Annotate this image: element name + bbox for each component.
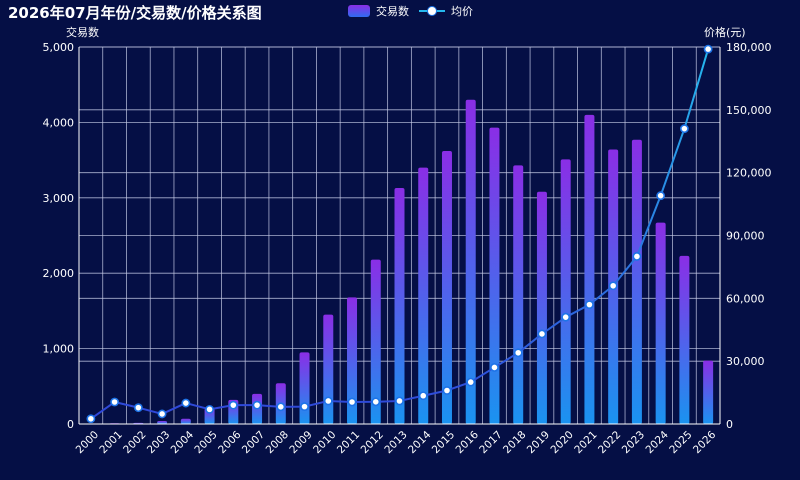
y-tick-left-3: 3,000 <box>43 192 75 205</box>
bar-2011 <box>347 297 358 424</box>
price-point-2019 <box>537 329 547 339</box>
legend-label-bars: 交易数 <box>376 5 409 18</box>
x-tick-2023: 2023 <box>620 429 647 456</box>
price-point-2002 <box>133 403 143 413</box>
price-point-2003 <box>157 409 167 419</box>
price-point-2020 <box>561 312 571 322</box>
y-tick-left-5: 5,000 <box>43 41 75 54</box>
legend-swatch-bars <box>348 5 370 17</box>
y-tick-right-0: 0 <box>726 418 733 431</box>
x-tick-2008: 2008 <box>264 429 291 456</box>
price-point-2024 <box>656 191 666 201</box>
bar-2024 <box>655 222 666 424</box>
price-point-2026 <box>703 44 713 54</box>
x-tick-2001: 2001 <box>97 429 124 456</box>
bar-2017 <box>489 127 500 424</box>
x-tick-2006: 2006 <box>216 429 244 457</box>
legend-swatch-line <box>419 5 445 17</box>
x-tick-2015: 2015 <box>430 429 457 456</box>
legend-item-bars[interactable]: 交易数 <box>348 3 409 19</box>
legend-item-line[interactable]: 均价 <box>419 3 473 19</box>
y-axis-left-label: 交易数 <box>66 26 99 39</box>
bar-2009 <box>299 352 310 424</box>
price-point-2004 <box>181 398 191 408</box>
price-point-2016 <box>466 377 476 387</box>
x-tick-2012: 2012 <box>359 429 386 456</box>
price-point-2008 <box>276 402 286 412</box>
bar-2010 <box>323 314 334 424</box>
bar-2018 <box>513 165 524 425</box>
x-tick-2002: 2002 <box>121 429 148 456</box>
price-point-2022 <box>608 281 618 291</box>
y-tick-left-1: 1,000 <box>43 343 75 356</box>
bar-2013 <box>394 187 405 424</box>
price-point-2001 <box>110 397 120 407</box>
price-point-2021 <box>585 300 594 310</box>
bar-2023 <box>631 139 642 424</box>
price-point-2011 <box>347 397 357 407</box>
x-tick-2014: 2014 <box>406 429 434 457</box>
x-tick-2009: 2009 <box>287 429 314 456</box>
bar-2021 <box>584 114 595 425</box>
price-point-2025 <box>679 124 689 134</box>
price-point-2010 <box>323 396 333 406</box>
bar-2015 <box>441 151 452 424</box>
x-tick-2016: 2016 <box>454 429 482 457</box>
bar-2012 <box>370 259 381 424</box>
price-point-2014 <box>418 391 428 401</box>
x-tick-2004: 2004 <box>169 429 197 457</box>
x-tick-2024: 2024 <box>643 429 671 457</box>
legend-label-line: 均价 <box>451 5 473 18</box>
bar-2019 <box>536 191 547 424</box>
bar-2025 <box>679 255 690 424</box>
y-tick-right-5: 150,000 <box>726 104 772 117</box>
x-tick-2018: 2018 <box>501 429 528 456</box>
bar-series <box>85 99 714 425</box>
price-point-2017 <box>490 363 499 372</box>
price-point-2006 <box>228 400 238 410</box>
bar-2003 <box>157 420 168 424</box>
price-point-2009 <box>300 402 309 412</box>
y-tick-right-2: 60,000 <box>726 292 765 305</box>
bar-2004 <box>180 418 191 424</box>
x-tick-2017: 2017 <box>477 429 504 456</box>
bar-2026 <box>703 360 714 424</box>
y-tick-right-3: 90,000 <box>726 230 765 243</box>
x-tick-2020: 2020 <box>549 429 576 456</box>
y-tick-right-6: 180,000 <box>726 41 772 54</box>
bar-2020 <box>560 159 571 424</box>
bar-2016 <box>465 99 476 424</box>
y-axis-right-label: 价格(元) <box>704 26 746 39</box>
price-point-2007 <box>252 400 262 410</box>
x-tick-2025: 2025 <box>667 429 694 456</box>
y-tick-left-0: 0 <box>67 418 74 431</box>
x-tick-2010: 2010 <box>311 429 338 456</box>
chart-title: 2026年07月年份/交易数/价格关系图 <box>8 4 262 22</box>
x-tick-2011: 2011 <box>335 429 362 456</box>
line-series <box>86 44 713 424</box>
x-tick-2005: 2005 <box>192 429 219 456</box>
price-point-2000 <box>86 414 96 424</box>
price-point-2015 <box>442 386 452 395</box>
y-tick-right-1: 30,000 <box>726 355 765 368</box>
bar-2014 <box>418 167 429 424</box>
y-tick-left-2: 2,000 <box>43 267 75 280</box>
x-tick-2022: 2022 <box>596 429 623 456</box>
price-point-2005 <box>205 404 214 414</box>
x-tick-2007: 2007 <box>240 429 267 456</box>
price-point-2023 <box>632 252 642 261</box>
x-tick-2013: 2013 <box>382 429 409 456</box>
x-tick-2003: 2003 <box>145 429 172 456</box>
price-point-2012 <box>371 397 381 407</box>
x-tick-2019: 2019 <box>525 429 552 456</box>
price-point-2018 <box>513 348 523 358</box>
x-tick-2021: 2021 <box>572 429 599 456</box>
legend: 交易数 均价 <box>348 3 473 19</box>
x-tick-2000: 2000 <box>74 429 101 456</box>
price-point-2013 <box>395 396 404 406</box>
y-tick-left-4: 4,000 <box>43 116 75 129</box>
x-tick-2026: 2026 <box>691 429 719 457</box>
y-tick-right-4: 120,000 <box>726 167 772 180</box>
